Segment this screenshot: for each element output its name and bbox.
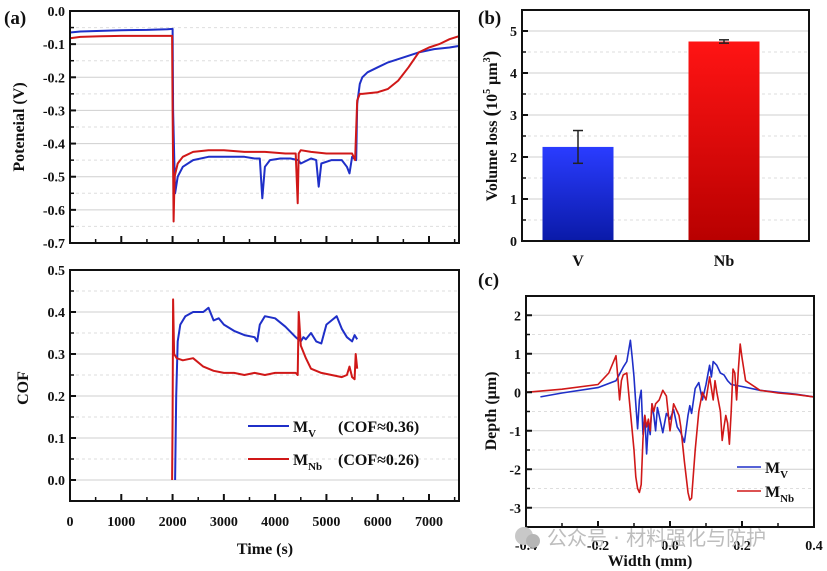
series-group — [171, 298, 359, 481]
y-axis-title-prefix: Volume loss — [484, 116, 501, 201]
y-tick-label: 0.0 — [48, 5, 66, 20]
y-tick-label: 0.4 — [48, 306, 66, 321]
series-line-m-v — [70, 27, 459, 200]
bars-group — [542, 39, 760, 241]
y-tick-label: -0.2 — [43, 71, 65, 86]
x-tick-label: Nb — [714, 253, 735, 270]
y-tick-label: 1 — [514, 348, 521, 363]
watermark: 公众号 · 材料强化与防护 — [515, 526, 766, 550]
panel-a-cof: 0.0 0.1 0.2 0.3 0.4 0.5 0 1000 2000 3000 4000 5000 6… — [15, 264, 460, 558]
x-tick-label: 6000 — [364, 515, 392, 530]
x-tick-label: 3000 — [210, 515, 238, 530]
legend-label: MV — [293, 419, 316, 440]
legend-label-sub: V — [308, 428, 316, 440]
y-axis-title: Depth (μm) — [483, 372, 500, 451]
y-tick-label: -0.5 — [43, 171, 65, 186]
y-axis-title: COF — [15, 371, 32, 405]
panel-c-depth-profile: 210-1-2-3-0.4 -0.2 0.0 0.2 0.4 (c) Depth (μm… — [478, 270, 823, 570]
ticks: 210-1-2-3-0.4 -0.2 0.0 0.2 0.4 — [509, 309, 822, 554]
y-axis-title: Poteneial (V) — [11, 82, 28, 171]
plot-frame — [521, 9, 810, 242]
y-tick-label: 5 — [510, 25, 517, 40]
series-group — [526, 339, 814, 501]
x-tick-label: 0 — [67, 515, 74, 530]
ticks: 0.0 0.1 0.2 0.3 0.4 0.5 0 1000 2000 3000 4000 5000 6… — [48, 264, 456, 530]
x-tick-label: 2000 — [159, 515, 187, 530]
x-tick-label: 0.0 — [661, 539, 679, 554]
y-tick-label: -0.7 — [43, 237, 65, 252]
x-tick-label: -0.2 — [587, 539, 609, 554]
y-axis-title-unit-exp: 3 — [482, 57, 493, 62]
legend-label-base: M — [293, 419, 308, 436]
series-group — [70, 27, 459, 223]
y-tick-label: -0.6 — [43, 204, 65, 219]
y-tick-label: -3 — [509, 502, 521, 517]
x-tick-label: 1000 — [107, 515, 135, 530]
legend-label: MNb — [293, 452, 322, 473]
panel-label-c: (c) — [478, 270, 499, 291]
y-tick-label: 0.3 — [48, 348, 66, 363]
y-tick-label: 3 — [510, 109, 517, 124]
y-tick-label: 0 — [514, 386, 521, 401]
series-line-m-nb — [171, 298, 359, 481]
y-axis-title-unit: μm — [484, 62, 501, 89]
legend-label: MV — [765, 460, 788, 481]
series-line-m-v — [174, 306, 359, 481]
y-tick-label: -1 — [509, 425, 521, 440]
watermark-text: 公众号 · 材料强化与防护 — [547, 526, 766, 550]
y-tick-label: 2 — [510, 151, 517, 166]
y-tick-label: 0.2 — [48, 390, 66, 405]
legend: MV (COF≈0.36)MNb (COF≈0.26) — [248, 419, 419, 473]
ticks: 0.0 -0.1 -0.2 -0.3 -0.4 -0.5 -0.6 -0.7 — [43, 5, 456, 252]
series-line-m-nb — [526, 343, 814, 501]
y-tick-label: -2 — [509, 463, 521, 478]
y-axis-title-base: 10 — [484, 94, 501, 110]
y-tick-label: 0 — [510, 235, 517, 250]
legend-note: (COF≈0.36) — [338, 419, 419, 436]
panel-a-potential: 0.0 -0.1 -0.2 -0.3 -0.4 -0.5 -0.6 -0.7 (a) Pote… — [4, 5, 460, 252]
x-tick-label: V — [572, 253, 584, 270]
grid — [526, 314, 814, 509]
x-tick-label: 0.4 — [805, 539, 823, 554]
y-tick-label: 2 — [514, 309, 521, 324]
y-axis-title-paren: ( — [480, 109, 502, 116]
ticks: V Nb 0 1 2 3 4 5 — [510, 25, 734, 270]
x-axis-title: Width (mm) — [608, 553, 693, 570]
y-tick-label: -0.3 — [43, 104, 65, 119]
plot-frame — [69, 269, 460, 502]
series-line-m-v — [540, 339, 814, 455]
x-tick-label: 7000 — [415, 515, 443, 530]
legend-label-sub: V — [780, 469, 788, 481]
legend-label-sub: Nb — [780, 493, 794, 505]
y-tick-label: 0.1 — [48, 432, 66, 447]
y-axis-title-paren: ) — [480, 51, 502, 58]
series-line-m-nb — [70, 34, 459, 223]
bar-nb — [688, 41, 760, 241]
y-tick-label: -0.1 — [43, 38, 65, 53]
panel-label-b: (b) — [478, 8, 501, 29]
y-tick-label: 4 — [510, 67, 517, 82]
y-tick-label: 0.0 — [48, 474, 66, 489]
y-tick-label: -0.4 — [43, 138, 65, 153]
y-tick-label: 1 — [510, 193, 517, 208]
legend-label: MNb — [765, 484, 794, 505]
x-tick-label: 0.2 — [733, 539, 751, 554]
wechat-icon-bubble — [526, 534, 540, 548]
y-axis-title: Volume loss (105 μm3) — [480, 51, 502, 202]
panel-label-a: (a) — [4, 8, 26, 29]
x-tick-label: 5000 — [312, 515, 340, 530]
x-tick-label: 4000 — [261, 515, 289, 530]
y-tick-label: 0.5 — [48, 264, 66, 279]
y-axis-title-exp: 5 — [482, 89, 493, 94]
legend-label-base: M — [293, 452, 308, 469]
legend-label-base: M — [765, 484, 780, 501]
legend-note: (COF≈0.26) — [338, 452, 419, 469]
legend-label-base: M — [765, 460, 780, 477]
legend-label-sub: Nb — [308, 461, 322, 473]
x-axis-title: Time (s) — [237, 541, 293, 558]
